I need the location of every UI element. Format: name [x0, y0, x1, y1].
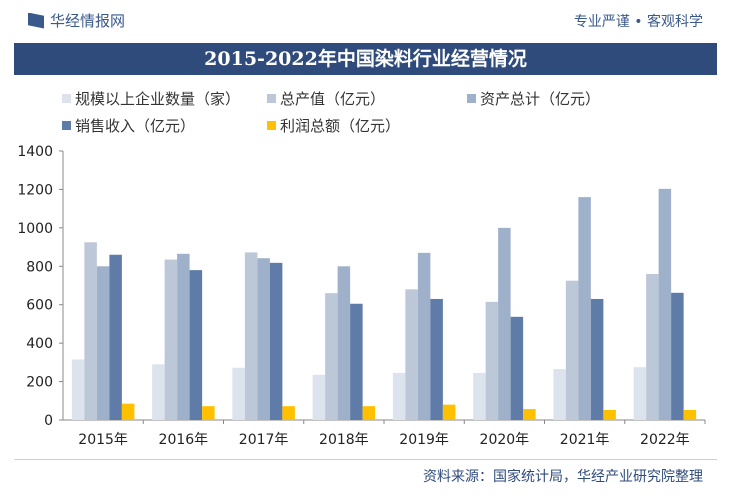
bar [282, 406, 295, 420]
bar [96, 266, 110, 420]
y-tick-label: 1400 [17, 144, 53, 160]
bar [202, 406, 215, 420]
bar [109, 254, 122, 420]
legend-swatch [267, 94, 276, 103]
bar [350, 303, 363, 420]
x-tick-label: 2017年 [239, 432, 289, 448]
bar [590, 298, 604, 420]
legend-label: 销售收入（亿元） [75, 117, 196, 135]
bar [473, 372, 486, 420]
bar [553, 369, 566, 420]
y-tick-label: 1200 [17, 182, 53, 198]
bar [189, 270, 203, 420]
bar [312, 374, 326, 420]
bar [442, 404, 456, 420]
legend-swatch [467, 94, 476, 103]
bar [244, 252, 258, 420]
bar [257, 258, 270, 420]
legend-item: 利润总额（亿元） [267, 115, 400, 136]
bar [232, 367, 245, 420]
divider [14, 459, 717, 460]
legend-swatch [62, 121, 71, 130]
x-tick-label: 2020年 [480, 432, 530, 448]
bar [523, 409, 536, 420]
x-tick-label: 2019年 [399, 432, 449, 448]
bar [325, 293, 338, 420]
bar [578, 197, 591, 420]
legend-label: 利润总额（亿元） [280, 117, 401, 135]
logo-text: 华经情报网 [50, 12, 126, 30]
legend-item: 总产值（亿元） [267, 88, 385, 109]
x-tick-label: 2015年 [78, 432, 128, 448]
y-tick-label: 0 [44, 413, 53, 429]
legend-item: 规模以上企业数量（家） [62, 88, 240, 109]
chart: 0 200 400 600 800 1000 1200 1400 2015年 2016年 2017年… [17, 144, 706, 448]
bar [485, 301, 499, 420]
y-tick-label: 1000 [17, 221, 53, 237]
x-tick-label: 2018年 [319, 432, 369, 448]
legend-item: 销售收入（亿元） [62, 115, 195, 136]
bar [633, 367, 647, 420]
source-note: 资料来源：国家统计局，华经产业研究院整理 [423, 469, 703, 485]
legend-swatch [62, 94, 71, 103]
logo: 华经情报网 [28, 10, 125, 31]
legend-label: 规模以上企业数量（家） [75, 90, 241, 108]
header: 华经情报网 专业严谨 • 客观科学 [0, 0, 731, 36]
y-tick-label: 600 [26, 298, 53, 314]
bar [658, 188, 672, 420]
chart-title: 2015-2022年中国染料行业经营情况 [14, 43, 717, 75]
bar [646, 273, 659, 420]
bar [362, 406, 376, 420]
legend-label: 资产总计（亿元） [480, 90, 601, 108]
y-tick-label: 200 [26, 375, 53, 391]
logo-icon [28, 12, 44, 29]
bar [269, 262, 283, 420]
bar [671, 292, 684, 420]
bar [417, 252, 431, 420]
bar [392, 372, 406, 420]
bar [565, 280, 579, 420]
y-tick-label: 800 [26, 259, 53, 275]
legend-item: 资产总计（亿元） [467, 88, 600, 109]
x-tick-label: 2022年 [640, 432, 690, 448]
bar [152, 364, 165, 420]
bar [121, 403, 135, 420]
y-tick-label: 400 [26, 336, 53, 352]
bar [430, 298, 443, 420]
slogan: 专业严谨 • 客观科学 [573, 14, 703, 30]
bar [164, 259, 178, 420]
bar [337, 266, 351, 420]
bar [603, 410, 616, 420]
legend-swatch [267, 121, 276, 130]
x-tick-label: 2021年 [560, 432, 610, 448]
bar [71, 359, 85, 420]
bar [510, 316, 524, 420]
bar [177, 253, 190, 420]
bar [84, 242, 97, 420]
bar [405, 289, 418, 420]
bar [498, 227, 511, 420]
x-tick-label: 2016年 [159, 432, 209, 448]
legend-label: 总产值（亿元） [280, 90, 386, 108]
bar [683, 410, 697, 420]
